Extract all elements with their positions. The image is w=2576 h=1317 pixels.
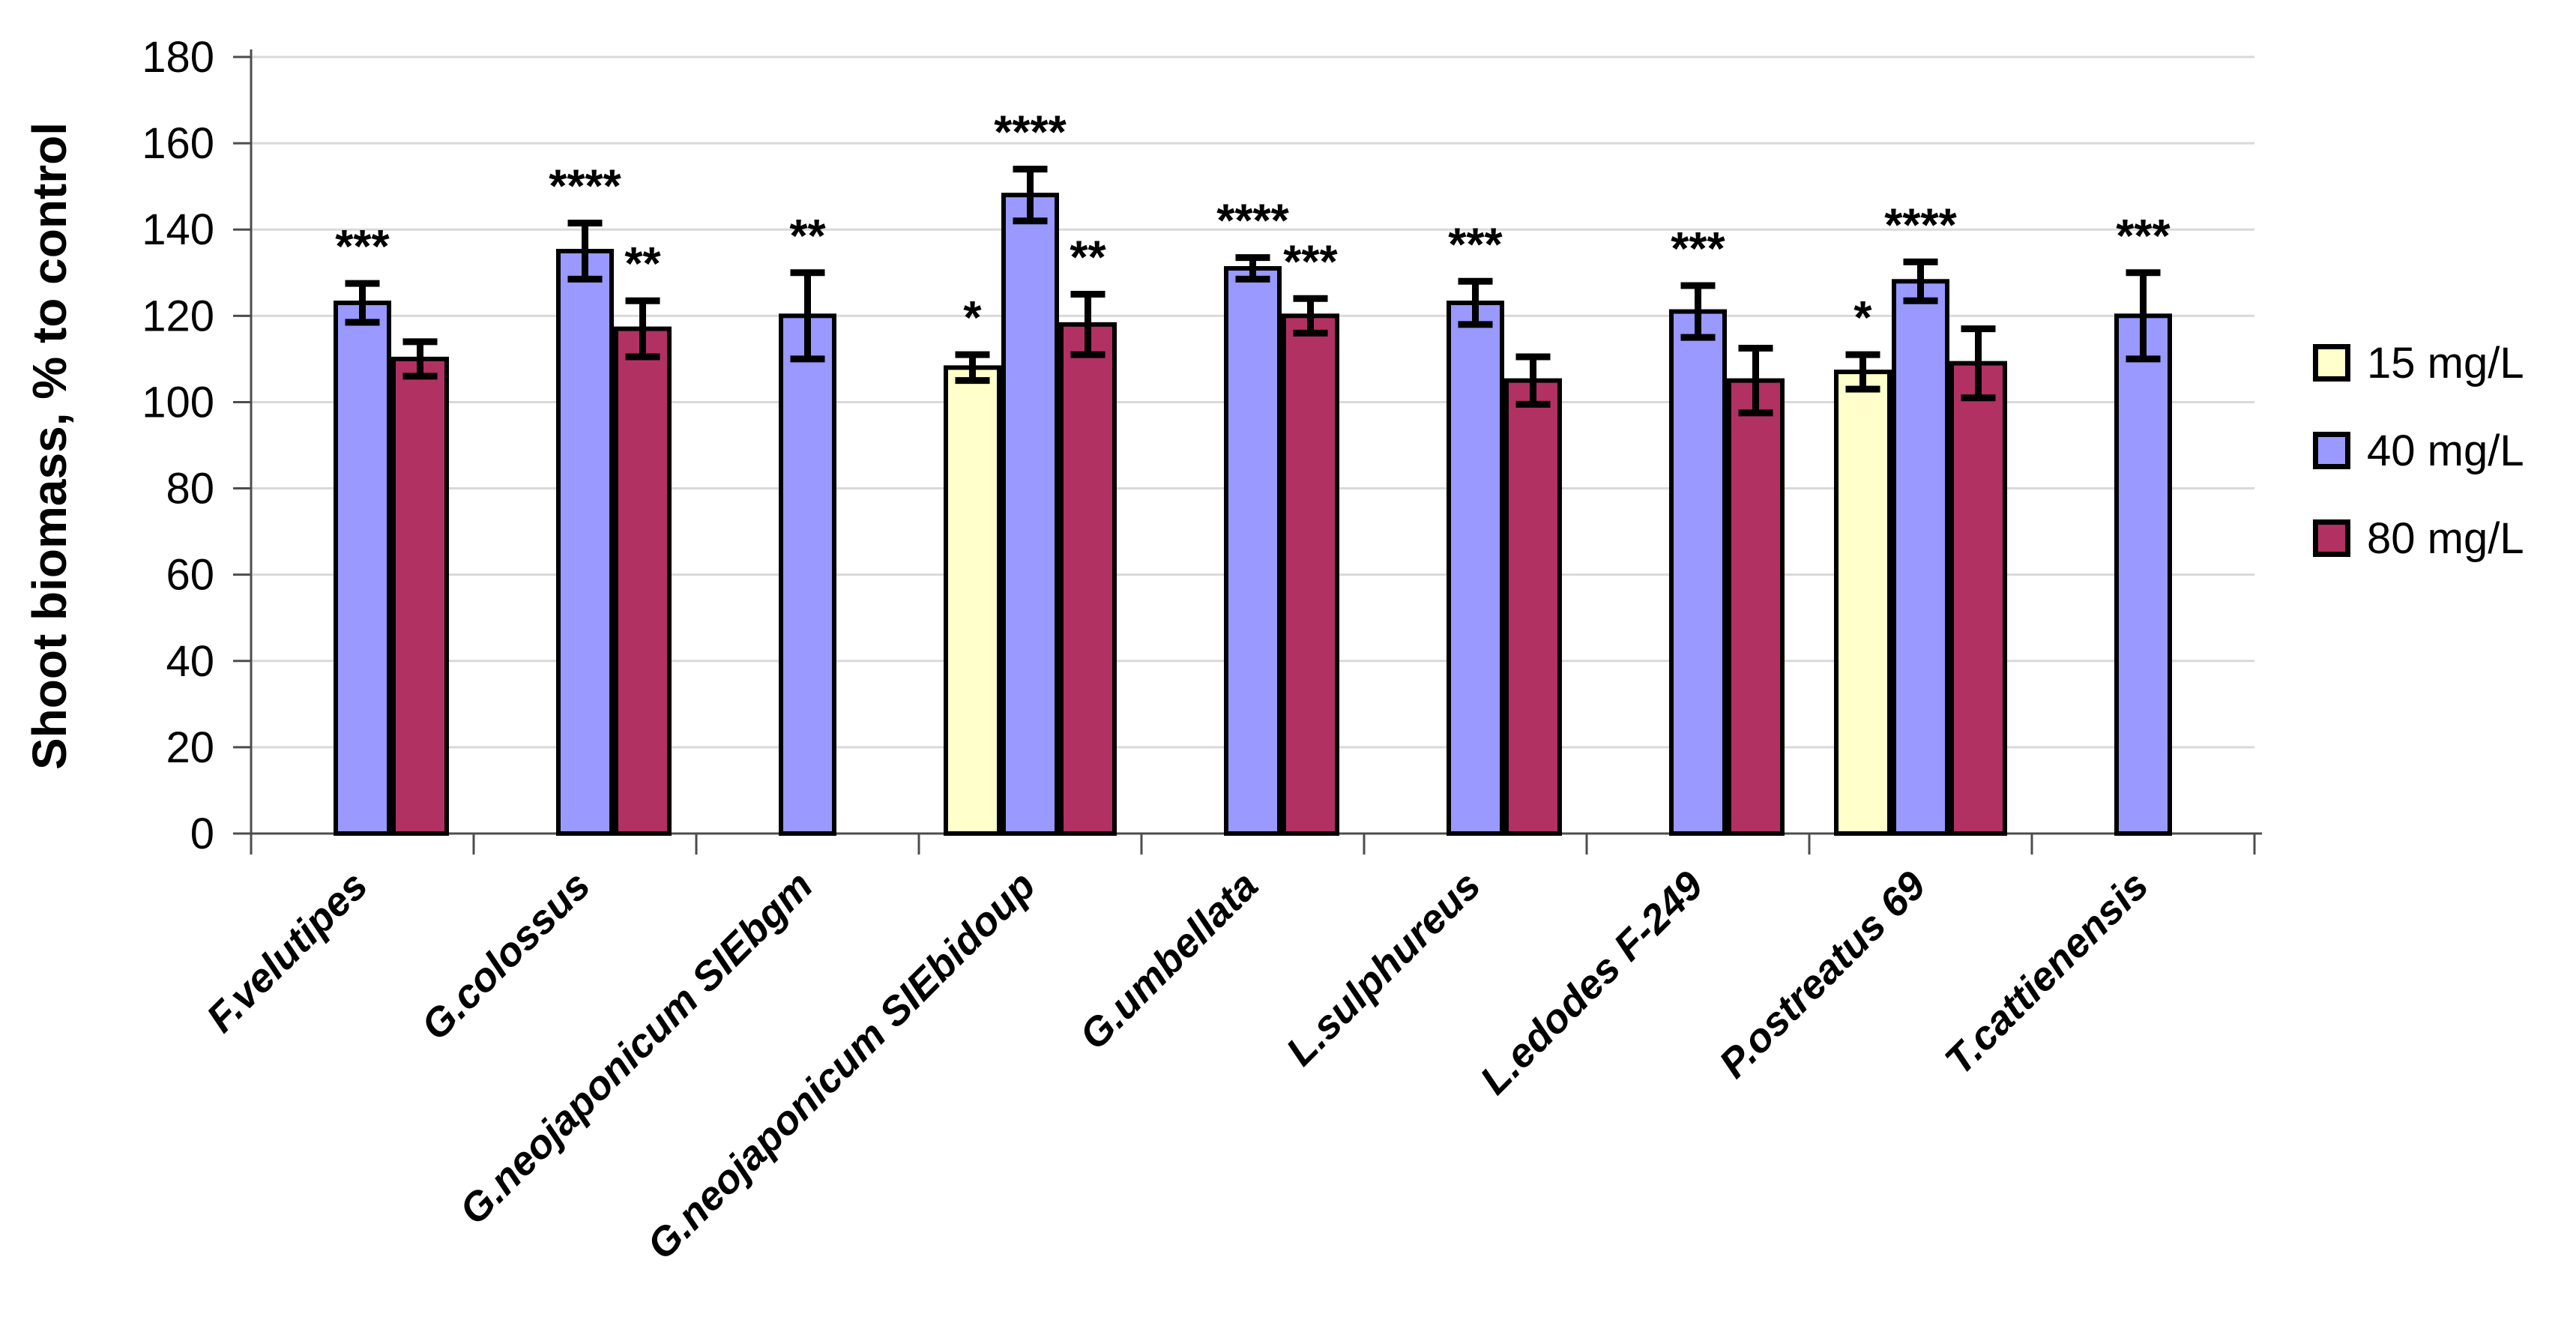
bar-40mg/L-G.umbellata: [1224, 266, 1282, 836]
significance-stars: ****: [994, 107, 1067, 159]
bar-80mg/L-F.velutipes: [391, 356, 449, 836]
bar-80mg/L-G.umbellata: [1282, 313, 1339, 837]
significance-stars: *: [1853, 292, 1872, 344]
bar-80mg/L-G.colossus: [614, 326, 672, 837]
y-tick-label: 40: [166, 637, 214, 686]
y-tick-label: 180: [142, 33, 214, 82]
legend-label: 15 mg/L: [2367, 338, 2524, 388]
legend-item: 40 mg/L: [2313, 425, 2524, 476]
bar-15mg/L-P.ostreatus 69: [1834, 370, 1892, 836]
bar-40mg/L-L.edodes F-249: [1669, 309, 1727, 837]
bar-40mg/L-G.neojaponicum SIEbidoup: [1001, 193, 1059, 836]
y-axis-title: Shoot biomass, % to control: [22, 121, 76, 771]
x-category-label: L.edodes F-249: [1472, 863, 1712, 1103]
legend-item: 15 mg/L: [2313, 337, 2524, 388]
significance-stars: **: [789, 211, 826, 262]
legend-label: 80 mg/L: [2367, 513, 2524, 563]
bar-40mg/L-P.ostreatus 69: [1892, 279, 1949, 836]
significance-stars: ****: [1884, 199, 1957, 251]
y-tick-label: 140: [142, 205, 214, 254]
x-category-label: P.ostreatus 69: [1710, 863, 1934, 1087]
y-tick-label: 20: [166, 723, 214, 772]
bar-15mg/L-G.neojaponicum SIEbidoup: [944, 365, 1001, 836]
bar-40mg/L-L.sulphureus: [1447, 301, 1504, 837]
legend-swatch: [2313, 344, 2350, 382]
y-tick-label: 100: [142, 378, 214, 427]
x-category-label: G.neojaponicum SIEbgm: [451, 863, 821, 1233]
significance-stars: ***: [1671, 223, 1725, 275]
x-category-label: G.neojaponicum SIEbidoup: [639, 863, 1044, 1268]
bar-80mg/L-G.neojaponicum SIEbidoup: [1059, 322, 1117, 837]
y-tick-label: 0: [190, 810, 214, 858]
y-tick-label: 160: [142, 119, 214, 168]
x-category-label: F.velutipes: [198, 863, 376, 1041]
x-category-label: G.colossus: [413, 863, 599, 1049]
legend: 15 mg/L 40 mg/L 80 mg/L: [2313, 337, 2524, 564]
significance-stars: ***: [2116, 211, 2171, 262]
significance-stars: ***: [335, 221, 390, 273]
bar-40mg/L-F.velutipes: [334, 301, 391, 837]
legend-label: 40 mg/L: [2367, 426, 2524, 475]
legend-swatch: [2313, 519, 2350, 557]
significance-stars: **: [1070, 232, 1106, 284]
significance-stars: **: [624, 238, 661, 290]
y-tick-label: 60: [166, 551, 214, 600]
significance-stars: ***: [1448, 219, 1503, 271]
bar-80mg/L-L.edodes F-249: [1727, 378, 1785, 836]
bar-40mg/L-G.neojaponicum SIEbgm: [779, 313, 836, 837]
significance-stars: ****: [549, 161, 621, 213]
bar-40mg/L-G.colossus: [556, 249, 614, 836]
legend-swatch: [2313, 432, 2350, 469]
bar-80mg/L-L.sulphureus: [1504, 378, 1562, 836]
x-category-label: T.cattienensis: [1937, 863, 2157, 1083]
x-category-label: L.sulphureus: [1278, 863, 1489, 1074]
significance-stars: ****: [1216, 196, 1289, 247]
legend-item: 80 mg/L: [2313, 513, 2524, 564]
x-category-label: G.umbellata: [1071, 863, 1267, 1058]
y-tick-label: 120: [142, 292, 214, 340]
bar-40mg/L-T.cattienensis: [2114, 313, 2172, 837]
significance-stars: *: [963, 292, 982, 344]
bar-80mg/L-P.ostreatus 69: [1949, 361, 2007, 836]
y-tick-label: 80: [166, 465, 214, 513]
significance-stars: ***: [1283, 236, 1338, 288]
